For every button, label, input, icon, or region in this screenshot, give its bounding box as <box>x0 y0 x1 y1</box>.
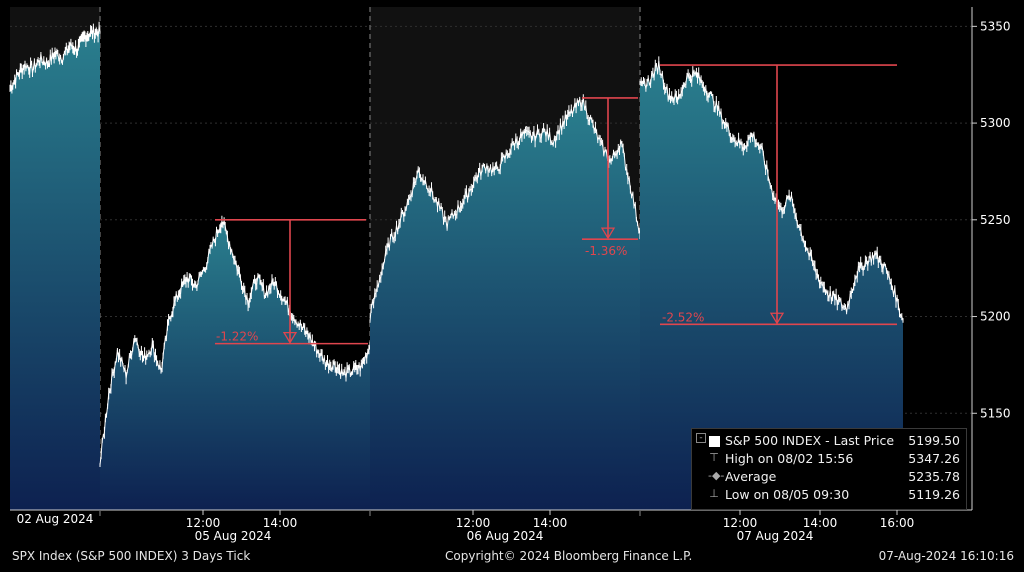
x-day-label: 05 Aug 2024 <box>195 529 272 543</box>
legend-value: 5199.50 <box>908 433 960 448</box>
drawdown-annotation: -1.22% <box>215 219 368 345</box>
high-marker-icon: ⊤ <box>709 451 719 464</box>
x-day-label: 02 Aug 2024 <box>17 512 94 526</box>
x-day-label: 07 Aug 2024 <box>737 529 814 543</box>
y-tick-label: 5250 <box>980 213 1011 227</box>
footer-security-info: SPX Index (S&P 500 INDEX) 3 Days Tick <box>12 549 251 563</box>
legend-row-high: ⊤ High on 08/02 15:56 5347.26 <box>692 451 966 467</box>
session-area <box>100 221 370 510</box>
average-marker-icon: -◆- <box>708 469 725 482</box>
low-marker-icon: ⊥ <box>709 487 719 500</box>
drawdown-label: -1.22% <box>216 330 258 344</box>
y-tick-label: 5200 <box>980 310 1011 324</box>
session-area <box>640 61 903 510</box>
legend-box[interactable]: - S&P 500 INDEX - Last Price 5199.50 ⊤ H… <box>691 428 967 510</box>
arrowhead-icon <box>600 227 616 240</box>
footer-copyright: Copyright© 2024 Bloomberg Finance L.P. <box>445 549 693 563</box>
y-tick-label: 5150 <box>980 406 1011 420</box>
legend-label: Average <box>725 469 777 484</box>
tick-wicks <box>9 21 101 94</box>
session-area <box>10 26 100 510</box>
x-tick-label: 12:00 <box>723 516 758 530</box>
collapse-icon[interactable]: - <box>696 433 706 443</box>
legend-row-low: ⊥ Low on 08/05 09:30 5119.26 <box>692 487 966 503</box>
drawdown-annotations: -1.22% -1.36% -2.52% <box>215 64 897 345</box>
arrowhead-icon <box>282 331 298 344</box>
x-tick-label: 14:00 <box>533 516 568 530</box>
drawdown-label: -1.36% <box>585 244 627 258</box>
legend-row-average: -◆- Average 5235.78 <box>692 469 966 485</box>
x-day-label: 06 Aug 2024 <box>467 529 544 543</box>
price-area <box>9 21 904 510</box>
legend-label: High on 08/02 15:56 <box>725 451 854 466</box>
axes: 5150 5200 5250 5300 5350 12:00 14:00 12:00 14:00… <box>10 7 1011 543</box>
y-tick-label: 5350 <box>980 19 1011 33</box>
x-tick-label: 12:00 <box>456 516 491 530</box>
x-tick-label: 14:00 <box>263 516 298 530</box>
tick-wicks <box>369 94 641 323</box>
session-area <box>370 97 640 510</box>
legend-value: 5347.26 <box>908 451 960 466</box>
y-tick-label: 5300 <box>980 116 1011 130</box>
footer-timestamp: 07-Aug-2024 16:10:16 <box>878 549 1014 563</box>
drawdown-annotation: -2.52% <box>660 64 897 326</box>
arrowhead-icon <box>769 312 785 325</box>
tick-wicks <box>639 56 904 323</box>
drawdown-label: -2.52% <box>662 310 704 324</box>
x-tick-label: 12:00 <box>186 516 221 530</box>
legend-row-last-price: S&P 500 INDEX - Last Price 5199.50 <box>692 433 966 449</box>
legend-value: 5235.78 <box>908 469 960 484</box>
x-tick-label: 16:00 <box>880 516 915 530</box>
series-swatch-icon <box>709 436 720 447</box>
legend-value: 5119.26 <box>908 487 960 502</box>
drawdown-annotation: -1.36% <box>582 97 638 258</box>
legend-label: S&P 500 INDEX - Last Price <box>725 433 895 448</box>
x-tick-label: 14:00 <box>803 516 838 530</box>
tick-wicks <box>99 215 371 467</box>
legend-label: Low on 08/05 09:30 <box>725 487 850 502</box>
